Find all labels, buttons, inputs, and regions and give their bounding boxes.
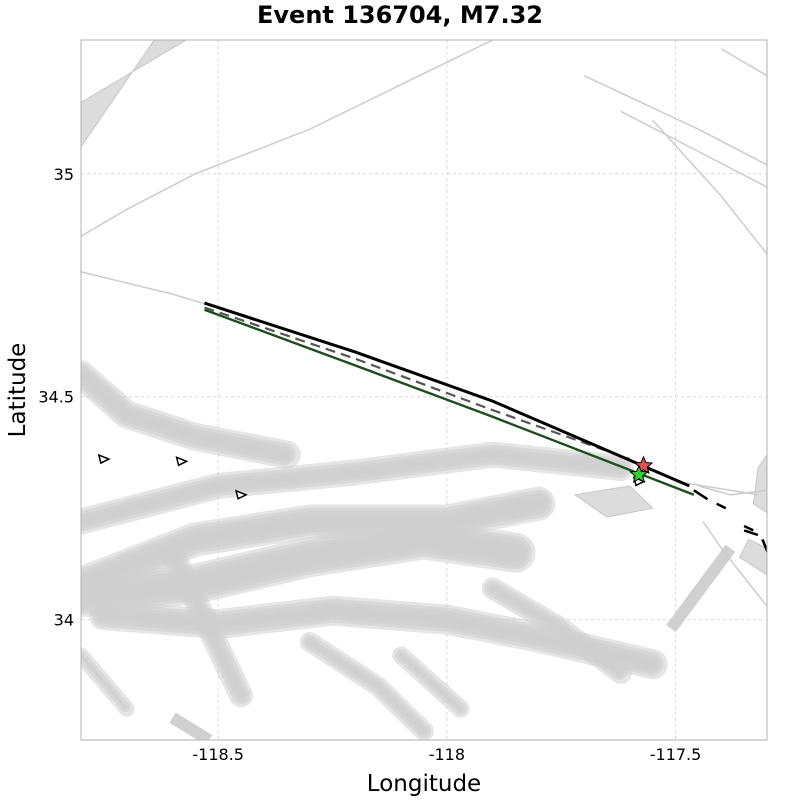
mesh-patch — [573, 485, 654, 518]
x-tick-label: -118.5 — [192, 745, 244, 764]
x-axis-label: Longitude — [367, 771, 481, 797]
mesh-band-hatch — [172, 552, 242, 696]
mesh-band-hatch — [400, 654, 462, 710]
fault-trace — [702, 521, 767, 607]
rupture-segment — [716, 502, 727, 510]
station-triangle-icon — [175, 456, 189, 467]
marker-layer — [97, 453, 654, 500]
fault-trace — [583, 75, 767, 166]
mesh-patch — [81, 40, 188, 148]
y-tick-label: 34 — [54, 611, 74, 630]
station-triangle-icon — [97, 453, 111, 465]
solid-fault-bar — [666, 544, 736, 633]
mesh-patch — [738, 538, 767, 576]
fault-trace — [698, 485, 767, 496]
rupture-top-trace — [204, 301, 690, 488]
hypocenter-star-icon — [629, 464, 649, 484]
mesh-band-hatch — [81, 372, 289, 457]
rupture-segment — [761, 538, 767, 554]
map-title: Event 136704, M7.32 — [257, 1, 543, 29]
fault-trace — [720, 48, 767, 77]
mesh-band-hatch — [81, 531, 524, 606]
rupture-bottom-trace — [204, 308, 695, 496]
rupture-mid-trace — [204, 306, 631, 461]
fault-trace — [652, 119, 767, 255]
solid-fault-bar — [169, 712, 213, 740]
y-axis-label: Latitude — [5, 343, 31, 438]
station-triangle-icon — [234, 489, 248, 500]
x-tick-label: -118 — [429, 745, 465, 764]
rupture-segment — [743, 529, 759, 537]
x-tick-label: -117.5 — [650, 745, 702, 764]
mesh-patch — [752, 453, 767, 514]
y-tick-label: 34.5 — [38, 388, 74, 407]
plot-frame — [80, 39, 768, 741]
rupture-segment — [743, 524, 754, 532]
mesh-band-hatch — [305, 637, 428, 736]
tick-labels: -118.5 -118 -117.5 35 34.5 34 — [38, 165, 701, 764]
rupture-segment — [693, 489, 709, 501]
y-tick-label: 35 — [54, 165, 74, 184]
fault-trace — [81, 40, 493, 237]
fault-trace — [620, 110, 767, 188]
mesh-band-hatch — [81, 450, 625, 526]
fault-mesh-layer — [81, 40, 767, 740]
rupture-layer — [204, 301, 767, 554]
mesh-band-hatch — [81, 498, 544, 589]
fault-trace — [675, 480, 759, 496]
mesh-band-hatch — [81, 654, 128, 710]
mesh-band-hatch — [492, 587, 622, 674]
